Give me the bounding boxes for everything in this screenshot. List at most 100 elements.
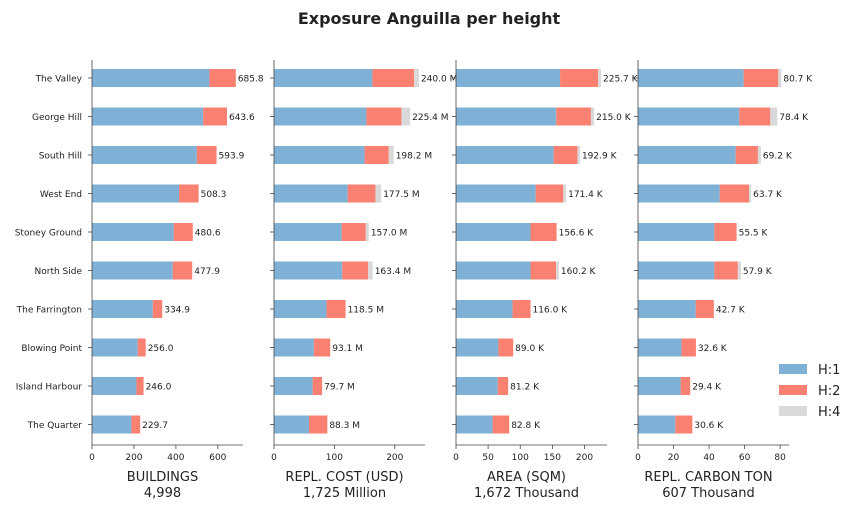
legend-label: H:4 xyxy=(818,405,840,420)
legend-entry-h-4: H:4 xyxy=(779,405,840,420)
bar-the-quarter-h-2 xyxy=(492,415,510,434)
bar-the-farrington-h-1 xyxy=(638,300,696,318)
data-label: 477.9 xyxy=(194,267,220,277)
bar-the-quarter-h-2 xyxy=(675,415,693,434)
bar-blowing-point-h-1 xyxy=(92,338,138,357)
bar-blowing-point-h-1 xyxy=(274,338,314,357)
data-label: 177.5 M xyxy=(383,190,419,200)
data-label: 32.6 K xyxy=(698,344,728,354)
panel-repl-cost-usd: 240.0 M 225.4 M 198.2 M 177.5 M 157.0 M 163.4… xyxy=(270,60,457,501)
x-tick-label: 600 xyxy=(209,453,226,463)
legend-label: H:2 xyxy=(818,384,840,399)
legend-swatch xyxy=(779,364,807,374)
data-label: 29.4 K xyxy=(692,383,722,393)
x-tick-label: 0 xyxy=(453,453,459,463)
x-tick-label: 60 xyxy=(739,453,751,463)
data-label: 69.2 K xyxy=(763,152,793,162)
data-label: 88.3 M xyxy=(329,421,360,431)
x-tick-label: 20 xyxy=(668,453,680,463)
data-label: 63.7 K xyxy=(753,190,783,200)
data-label: 246.0 xyxy=(146,383,172,393)
bar-north-side-h-2 xyxy=(714,261,738,280)
panel-area-sqm: 225.7 K 215.0 K 192.9 K 171.4 K 156.6 K 160.2… xyxy=(452,60,639,501)
bar-west-end-h-1 xyxy=(456,184,536,203)
data-label: 79.7 M xyxy=(324,383,355,393)
bar-island-harbour-h-1 xyxy=(92,377,137,395)
bar-the-quarter-h-1 xyxy=(92,415,132,434)
data-label: 225.7 K xyxy=(603,75,639,85)
bar-south-hill-h-1 xyxy=(638,146,736,164)
data-label: 78.4 K xyxy=(779,113,809,123)
data-label: 480.6 xyxy=(195,229,221,239)
bar-stoney-ground-h-1 xyxy=(456,223,531,241)
bar-stoney-ground-h-2 xyxy=(530,223,557,241)
data-label: 89.0 K xyxy=(515,344,545,354)
bar-south-hill-h-4 xyxy=(577,146,580,164)
bar-the-farrington-h-2 xyxy=(326,300,346,318)
chart-panels: 685.8 643.6 593.9 508.3 480.6 477.9 334.9 256.0… xyxy=(15,60,813,501)
bar-stoney-ground-h-1 xyxy=(92,223,174,241)
x-tick-label: 200 xyxy=(125,453,142,463)
data-label: 198.2 M xyxy=(396,152,432,162)
bar-the-farrington-h-2 xyxy=(695,300,714,318)
bar-the-valley-h-4 xyxy=(598,69,602,87)
bar-south-hill-h-1 xyxy=(274,146,365,164)
bar-south-hill-h-4 xyxy=(388,146,394,164)
category-label-island-harbour: Island Harbour xyxy=(16,383,83,393)
bar-the-valley-h-2 xyxy=(372,69,415,87)
bar-north-side-h-1 xyxy=(456,261,531,280)
category-label-the-farrington: The Farrington xyxy=(16,306,82,316)
bar-north-side-h-4 xyxy=(556,261,559,280)
bar-the-farrington-h-1 xyxy=(274,300,327,318)
bar-west-end-h-1 xyxy=(638,184,720,203)
bar-george-hill-h-2 xyxy=(366,107,402,126)
bar-west-end-h-2 xyxy=(535,184,564,203)
x-tick-label: 100 xyxy=(512,453,529,463)
bar-island-harbour-h-2 xyxy=(312,377,323,395)
bar-north-side-h-2 xyxy=(172,261,193,280)
data-label: 163.4 M xyxy=(375,267,411,277)
bar-george-hill-h-4 xyxy=(401,107,411,126)
data-label: 192.9 K xyxy=(582,152,618,162)
bar-west-end-h-2 xyxy=(347,184,376,203)
panel-repl-carbon-ton: 80.7 K 78.4 K 69.2 K 63.7 K 55.5 K 57.9 K 42.7… xyxy=(634,60,813,501)
chart-title: Exposure Anguilla per height xyxy=(298,9,561,28)
bar-west-end-h-4 xyxy=(375,184,382,203)
category-label-blowing-point: Blowing Point xyxy=(21,344,82,354)
x-axis-label: REPL. COST (USD) xyxy=(285,470,403,485)
bar-north-side-h-1 xyxy=(638,261,715,280)
bar-stoney-ground-h-1 xyxy=(274,223,342,241)
x-axis-label: REPL. CARBON TON xyxy=(644,470,772,485)
bar-west-end-h-4 xyxy=(563,184,567,203)
x-axis-label: BUILDINGS xyxy=(127,470,198,485)
bar-blowing-point-h-1 xyxy=(638,338,682,357)
data-label: 508.3 xyxy=(201,190,227,200)
bar-south-hill-h-4 xyxy=(757,146,761,164)
data-label: 256.0 xyxy=(148,344,174,354)
data-label: 685.8 xyxy=(238,75,264,85)
bar-blowing-point-h-2 xyxy=(681,338,696,357)
bar-the-quarter-h-1 xyxy=(638,415,676,434)
bar-the-valley-h-1 xyxy=(638,69,744,87)
chart-legend: H:1 H:2 H:4 xyxy=(779,363,840,420)
data-label: 156.6 K xyxy=(559,229,595,239)
legend-entry-h-2: H:2 xyxy=(779,384,840,399)
data-label: 55.5 K xyxy=(739,229,769,239)
x-tick-label: 100 xyxy=(326,453,343,463)
legend-swatch xyxy=(779,385,807,395)
bar-the-quarter-h-2 xyxy=(309,415,328,434)
bar-north-side-h-2 xyxy=(530,261,557,280)
panel-total: 1,725 Million xyxy=(303,486,386,501)
category-label-north-side: North Side xyxy=(35,267,83,277)
bar-george-hill-h-2 xyxy=(739,107,771,126)
x-tick-label: 40 xyxy=(703,453,715,463)
bar-north-side-h-4 xyxy=(737,261,741,280)
bar-george-hill-h-1 xyxy=(92,107,204,126)
bar-west-end-h-1 xyxy=(274,184,348,203)
bar-the-quarter-h-1 xyxy=(456,415,493,434)
bar-the-valley-h-1 xyxy=(274,69,373,87)
data-label: 334.9 xyxy=(164,306,190,316)
bar-the-valley-h-1 xyxy=(92,69,210,87)
bar-north-side-h-2 xyxy=(342,261,369,280)
